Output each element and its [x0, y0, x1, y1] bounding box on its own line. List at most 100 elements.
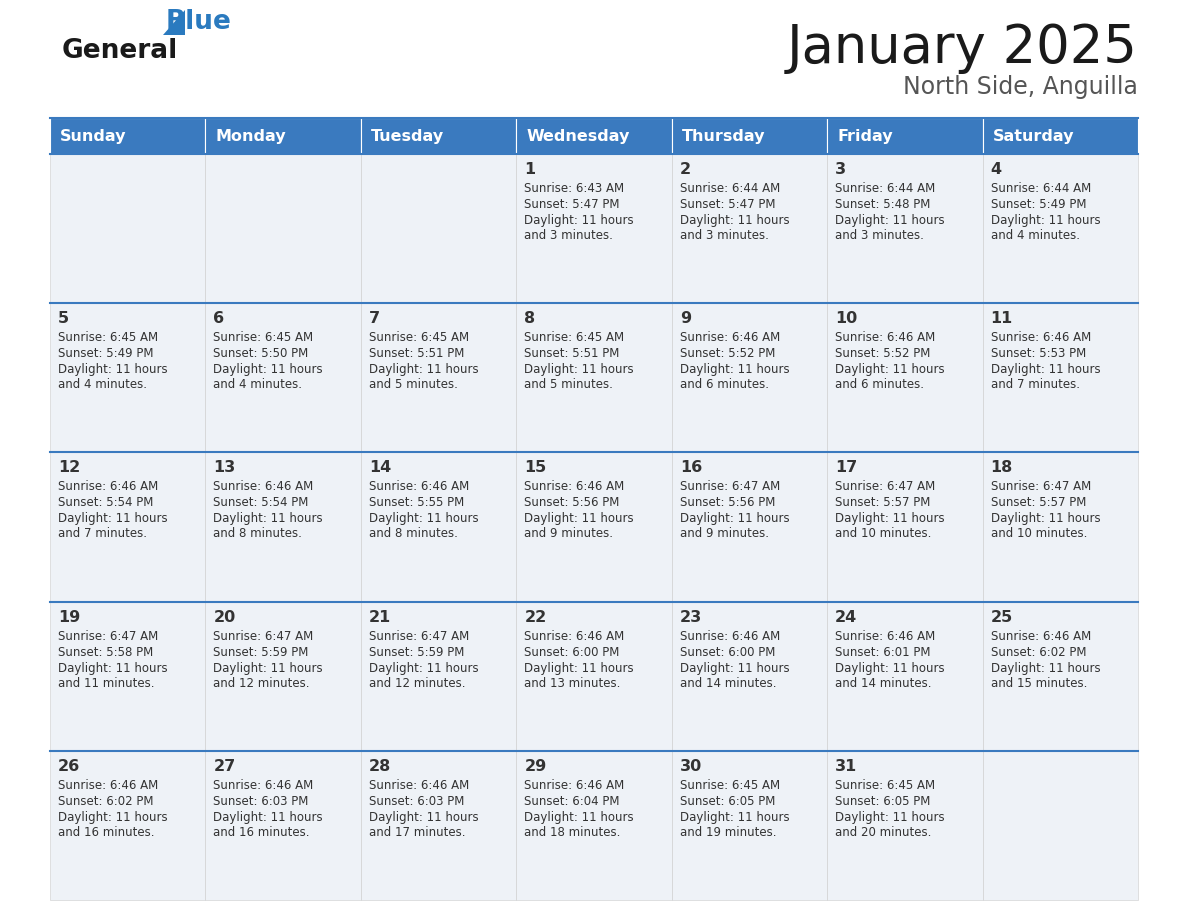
Text: 9: 9 [680, 311, 691, 326]
Text: Sunrise: 6:44 AM: Sunrise: 6:44 AM [835, 182, 935, 195]
Text: Sunset: 5:55 PM: Sunset: 5:55 PM [368, 497, 465, 509]
FancyBboxPatch shape [206, 303, 361, 453]
FancyBboxPatch shape [982, 118, 1138, 154]
Text: and 13 minutes.: and 13 minutes. [524, 677, 620, 689]
FancyBboxPatch shape [50, 154, 206, 303]
FancyBboxPatch shape [517, 154, 671, 303]
Text: and 5 minutes.: and 5 minutes. [524, 378, 613, 391]
Text: Daylight: 11 hours: Daylight: 11 hours [214, 512, 323, 525]
Polygon shape [163, 10, 185, 35]
Text: Sunrise: 6:46 AM: Sunrise: 6:46 AM [368, 480, 469, 493]
FancyBboxPatch shape [827, 303, 982, 453]
Text: 26: 26 [58, 759, 81, 774]
Text: Sunrise: 6:47 AM: Sunrise: 6:47 AM [214, 630, 314, 643]
Text: Sunset: 6:05 PM: Sunset: 6:05 PM [680, 795, 775, 808]
Text: Monday: Monday [215, 129, 286, 143]
Text: Sunset: 5:51 PM: Sunset: 5:51 PM [368, 347, 465, 360]
Text: Daylight: 11 hours: Daylight: 11 hours [214, 364, 323, 376]
Text: Sunrise: 6:46 AM: Sunrise: 6:46 AM [680, 331, 781, 344]
FancyBboxPatch shape [671, 118, 827, 154]
Text: Daylight: 11 hours: Daylight: 11 hours [680, 662, 789, 675]
Text: Sunrise: 6:46 AM: Sunrise: 6:46 AM [524, 778, 625, 792]
Text: and 9 minutes.: and 9 minutes. [680, 528, 769, 541]
Text: 15: 15 [524, 461, 546, 476]
Text: Sunset: 5:47 PM: Sunset: 5:47 PM [524, 198, 620, 211]
Text: 8: 8 [524, 311, 536, 326]
Text: Sunset: 5:49 PM: Sunset: 5:49 PM [991, 198, 1086, 211]
Text: 22: 22 [524, 610, 546, 624]
Text: North Side, Anguilla: North Side, Anguilla [903, 75, 1138, 99]
Text: and 7 minutes.: and 7 minutes. [58, 528, 147, 541]
Text: Daylight: 11 hours: Daylight: 11 hours [991, 364, 1100, 376]
Text: Sunrise: 6:46 AM: Sunrise: 6:46 AM [680, 630, 781, 643]
Text: and 8 minutes.: and 8 minutes. [368, 528, 457, 541]
FancyBboxPatch shape [206, 453, 361, 601]
FancyBboxPatch shape [361, 154, 517, 303]
FancyBboxPatch shape [361, 601, 517, 751]
Text: and 6 minutes.: and 6 minutes. [835, 378, 924, 391]
FancyBboxPatch shape [671, 303, 827, 453]
FancyBboxPatch shape [517, 118, 671, 154]
Text: and 12 minutes.: and 12 minutes. [368, 677, 466, 689]
Text: Daylight: 11 hours: Daylight: 11 hours [524, 364, 634, 376]
Text: Sunrise: 6:46 AM: Sunrise: 6:46 AM [368, 778, 469, 792]
Text: Sunset: 5:59 PM: Sunset: 5:59 PM [368, 645, 465, 658]
Text: Daylight: 11 hours: Daylight: 11 hours [214, 662, 323, 675]
FancyBboxPatch shape [671, 751, 827, 900]
Text: 17: 17 [835, 461, 858, 476]
Text: 10: 10 [835, 311, 858, 326]
Text: Sunset: 6:03 PM: Sunset: 6:03 PM [214, 795, 309, 808]
FancyBboxPatch shape [50, 751, 206, 900]
Text: Sunrise: 6:45 AM: Sunrise: 6:45 AM [524, 331, 625, 344]
Text: Daylight: 11 hours: Daylight: 11 hours [524, 214, 634, 227]
Text: Sunset: 6:02 PM: Sunset: 6:02 PM [991, 645, 1086, 658]
Text: Sunrise: 6:47 AM: Sunrise: 6:47 AM [991, 480, 1091, 493]
Text: and 4 minutes.: and 4 minutes. [991, 229, 1080, 242]
Text: Sunset: 5:59 PM: Sunset: 5:59 PM [214, 645, 309, 658]
FancyBboxPatch shape [982, 453, 1138, 601]
Text: Daylight: 11 hours: Daylight: 11 hours [680, 811, 789, 823]
Text: Sunset: 6:00 PM: Sunset: 6:00 PM [524, 645, 620, 658]
Text: 12: 12 [58, 461, 81, 476]
Text: Sunrise: 6:46 AM: Sunrise: 6:46 AM [991, 331, 1091, 344]
Text: 25: 25 [991, 610, 1013, 624]
Text: Friday: Friday [838, 129, 892, 143]
Text: January 2025: January 2025 [788, 22, 1138, 74]
FancyBboxPatch shape [827, 601, 982, 751]
FancyBboxPatch shape [361, 751, 517, 900]
Text: Daylight: 11 hours: Daylight: 11 hours [58, 512, 168, 525]
Text: Sunset: 6:02 PM: Sunset: 6:02 PM [58, 795, 153, 808]
FancyBboxPatch shape [206, 751, 361, 900]
Text: Thursday: Thursday [682, 129, 765, 143]
Text: Sunrise: 6:47 AM: Sunrise: 6:47 AM [680, 480, 781, 493]
Text: 2: 2 [680, 162, 691, 177]
FancyBboxPatch shape [827, 154, 982, 303]
Text: and 14 minutes.: and 14 minutes. [835, 677, 931, 689]
Text: Sunrise: 6:46 AM: Sunrise: 6:46 AM [524, 630, 625, 643]
Text: Sunset: 5:51 PM: Sunset: 5:51 PM [524, 347, 620, 360]
Text: Sunrise: 6:46 AM: Sunrise: 6:46 AM [991, 630, 1091, 643]
Text: Sunset: 6:00 PM: Sunset: 6:00 PM [680, 645, 775, 658]
Text: Sunrise: 6:47 AM: Sunrise: 6:47 AM [58, 630, 158, 643]
FancyBboxPatch shape [206, 154, 361, 303]
Text: Sunrise: 6:45 AM: Sunrise: 6:45 AM [368, 331, 469, 344]
Text: and 6 minutes.: and 6 minutes. [680, 378, 769, 391]
FancyBboxPatch shape [671, 154, 827, 303]
Text: 5: 5 [58, 311, 69, 326]
Text: and 8 minutes.: and 8 minutes. [214, 528, 302, 541]
FancyBboxPatch shape [50, 118, 206, 154]
Text: Daylight: 11 hours: Daylight: 11 hours [835, 214, 944, 227]
Text: and 3 minutes.: and 3 minutes. [524, 229, 613, 242]
Text: Sunset: 5:47 PM: Sunset: 5:47 PM [680, 198, 776, 211]
FancyBboxPatch shape [982, 154, 1138, 303]
Text: 16: 16 [680, 461, 702, 476]
Text: Sunset: 5:58 PM: Sunset: 5:58 PM [58, 645, 153, 658]
Text: 31: 31 [835, 759, 858, 774]
Text: 29: 29 [524, 759, 546, 774]
Text: Sunrise: 6:44 AM: Sunrise: 6:44 AM [680, 182, 781, 195]
Text: 23: 23 [680, 610, 702, 624]
FancyBboxPatch shape [827, 453, 982, 601]
Text: 3: 3 [835, 162, 846, 177]
Text: Sunset: 5:56 PM: Sunset: 5:56 PM [524, 497, 620, 509]
Text: and 17 minutes.: and 17 minutes. [368, 826, 466, 839]
